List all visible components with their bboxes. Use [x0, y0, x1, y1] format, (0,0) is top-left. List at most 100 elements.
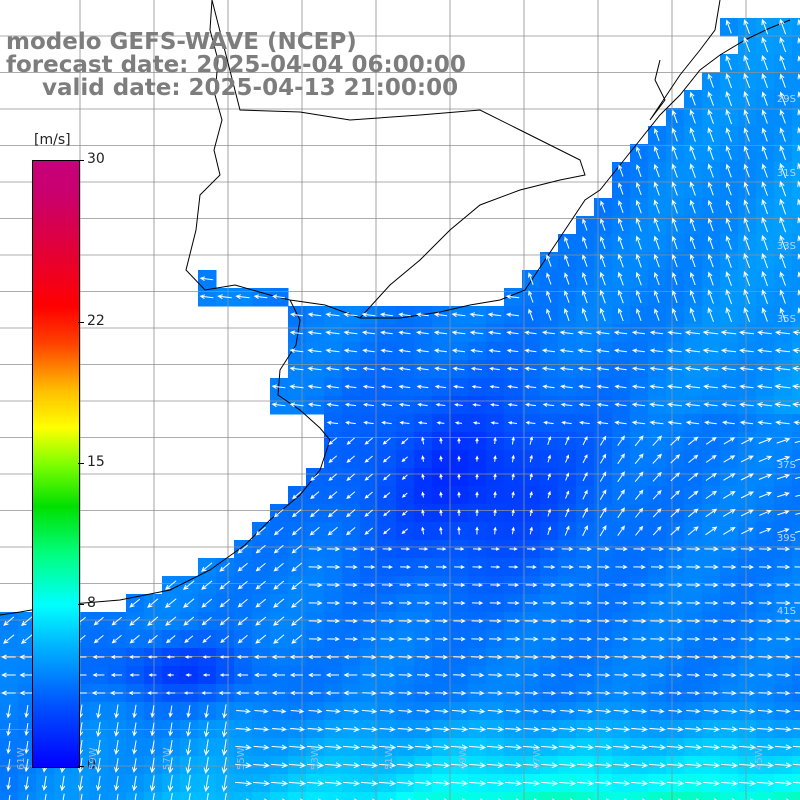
wind-arrow	[111, 616, 122, 626]
colorbar-tick-mark	[78, 321, 84, 323]
wind-arrow	[468, 780, 487, 787]
wind-arrow	[26, 794, 29, 800]
wind-arrow	[687, 690, 701, 696]
wind-arrow	[758, 455, 773, 463]
wind-arrow	[652, 489, 662, 500]
wind-arrow	[594, 762, 613, 769]
wind-arrow	[488, 348, 501, 353]
wind-arrow	[345, 527, 356, 536]
wind-arrow	[653, 290, 660, 303]
wind-arrow	[325, 330, 340, 336]
wind-arrow	[8, 794, 11, 800]
wind-arrow	[344, 366, 357, 371]
wind-arrow	[221, 739, 228, 756]
wind-arrow	[382, 565, 393, 569]
wind-arrow	[559, 726, 577, 733]
wind-arrow	[597, 618, 610, 624]
wind-arrow	[653, 128, 660, 142]
wind-arrow	[725, 19, 732, 34]
wind-arrow	[95, 739, 102, 756]
wind-arrow	[794, 584, 800, 586]
wind-arrow	[740, 509, 754, 517]
wind-arrow	[417, 582, 430, 588]
wind-arrow	[596, 420, 609, 425]
wind-arrow	[524, 384, 537, 389]
wind-arrow	[725, 235, 732, 250]
wind-arrow	[490, 583, 501, 587]
wind-arrow	[401, 492, 408, 498]
wind-arrow	[636, 308, 642, 321]
wind-arrow	[774, 383, 791, 390]
wind-arrow	[546, 308, 552, 321]
wind-arrow	[453, 618, 466, 624]
wind-arrow	[758, 473, 773, 480]
wind-arrow	[560, 618, 575, 624]
wind-arrow	[361, 312, 376, 318]
wind-arrow	[421, 436, 425, 445]
lat-label: 39S	[776, 533, 796, 544]
wind-arrow	[685, 420, 700, 426]
wind-arrow	[667, 330, 682, 336]
wind-arrow	[668, 636, 683, 642]
wind-arrow	[761, 307, 768, 322]
wind-arrow	[454, 403, 463, 407]
wind-arrow	[720, 762, 739, 769]
wind-arrow	[725, 109, 732, 125]
wind-arrow	[743, 163, 750, 178]
wind-arrow	[504, 762, 523, 769]
wind-arrow	[361, 708, 378, 714]
wind-arrow	[346, 473, 356, 481]
wind-arrow	[704, 582, 719, 588]
wind-arrow	[743, 91, 750, 107]
wind-arrow	[757, 726, 774, 733]
wind-arrow	[343, 690, 358, 696]
wind-arrow	[6, 740, 11, 755]
lon-label: 47W	[532, 747, 543, 770]
lon-label: 55W	[236, 747, 247, 770]
speed-cell	[180, 792, 199, 800]
wind-arrow	[631, 402, 646, 408]
lon-label: 49W	[458, 747, 469, 770]
speed-cell	[540, 792, 559, 800]
wind-arrow	[689, 91, 696, 106]
wind-arrow	[186, 705, 191, 718]
wind-arrow	[273, 580, 285, 590]
wind-arrow	[346, 437, 355, 445]
wind-arrow	[469, 708, 486, 714]
wind-arrow	[470, 348, 483, 353]
wind-arrow	[757, 420, 772, 426]
wind-arrow	[363, 565, 376, 570]
wind-arrow	[761, 91, 768, 106]
wind-arrow	[720, 780, 739, 787]
wind-arrow	[761, 163, 768, 178]
wind-arrow	[218, 690, 231, 696]
wind-arrow	[222, 704, 228, 719]
wind-arrow	[457, 437, 461, 444]
wind-arrow	[306, 744, 325, 751]
wind-arrow	[756, 384, 773, 390]
wind-arrow	[414, 762, 433, 769]
wind-arrow	[582, 218, 588, 231]
wind-arrow	[62, 793, 65, 800]
wind-arrow	[398, 708, 413, 714]
wind-arrow	[307, 330, 322, 336]
speed-cell	[198, 792, 217, 800]
wind-arrow	[594, 726, 613, 733]
wind-arrow	[600, 218, 606, 231]
wind-arrow	[489, 601, 502, 606]
wind-arrow	[382, 455, 391, 463]
speed-cell	[36, 792, 55, 800]
wind-arrow	[686, 600, 701, 606]
wind-arrow	[671, 253, 678, 268]
wind-arrow	[290, 690, 303, 696]
speed-cell	[738, 792, 757, 800]
wind-arrow	[147, 616, 159, 626]
wind-arrow	[725, 271, 732, 286]
wind-arrow	[490, 403, 499, 407]
wind-arrow	[738, 780, 757, 787]
wind-arrow	[475, 491, 479, 498]
wind-arrow	[307, 348, 322, 354]
wind-arrow	[776, 600, 791, 606]
wind-arrow	[649, 726, 666, 732]
wind-arrow	[635, 289, 642, 304]
